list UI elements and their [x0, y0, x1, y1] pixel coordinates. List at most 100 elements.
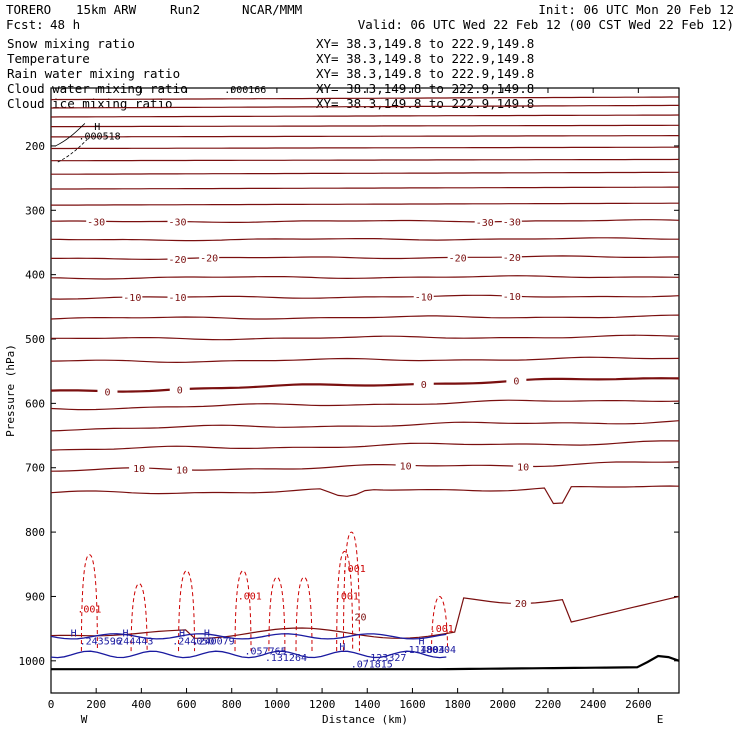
x-tick-label: 600 — [177, 698, 197, 711]
isotherm-label: -10 — [503, 292, 521, 303]
isotherm-label: -20 — [503, 253, 521, 264]
x-tick-label: 2200 — [535, 698, 562, 711]
isotherm-label: -30 — [168, 218, 186, 229]
rain-contour — [268, 576, 286, 652]
rain-contour — [342, 531, 360, 652]
isotherm-label-bg — [199, 251, 220, 263]
isotherm-label: -20 — [168, 255, 186, 266]
isotherm-label-bg — [167, 252, 188, 264]
isotherm-label: 10 — [400, 461, 412, 472]
isotherm-label: 20 — [515, 599, 527, 610]
isotherm-line — [50, 399, 680, 411]
isotherm-line — [51, 202, 679, 206]
y-tick-label: 200 — [25, 140, 45, 153]
y-tick-label: 400 — [25, 269, 45, 282]
isotherm-line — [50, 219, 680, 223]
header-model: TORERO — [6, 2, 51, 17]
isotherm-label-bg — [501, 215, 522, 227]
isotherm-label-bg — [350, 610, 371, 622]
isotherm-label: 20 — [354, 612, 366, 623]
rain-label: .001 — [335, 592, 359, 603]
x-tick-label: 1200 — [309, 698, 336, 711]
high-marker: H — [204, 628, 210, 639]
rain-label: .001 — [342, 564, 366, 575]
isotherm-line — [50, 595, 680, 639]
x-tick-label: 1600 — [399, 698, 426, 711]
isotherm-label: -10 — [168, 293, 186, 304]
x-tick-label: 800 — [222, 698, 242, 711]
rain-contour — [178, 570, 196, 652]
cloud-water-label: .244050 — [172, 637, 214, 648]
field-xy-2: XY= 38.3,149.8 to 222.9,149.8 — [316, 66, 534, 81]
isotherm-label-bg — [474, 215, 495, 227]
rain-contour — [295, 576, 313, 652]
x-end-label-west: W — [81, 713, 88, 726]
field-name-1: Temperature — [7, 51, 90, 66]
rain-label: .001 — [430, 624, 454, 635]
x-tick-label: 2000 — [490, 698, 517, 711]
header-resolution: 15km ARW — [76, 2, 137, 17]
field-xy-0: XY= 38.3,149.8 to 222.9,149.8 — [316, 36, 534, 51]
cloud-ice-max-label: .000518 — [78, 131, 120, 142]
isotherm-line — [51, 171, 679, 175]
isotherm-line — [50, 96, 679, 101]
high-marker: H — [418, 637, 424, 648]
isotherm-label: -30 — [476, 218, 494, 229]
header-org: NCAR/MMM — [242, 2, 302, 17]
isotherm-line — [50, 314, 680, 320]
high-marker: H — [71, 628, 77, 639]
rain-label: .001 — [77, 605, 101, 616]
isotherm-line — [50, 114, 680, 118]
x-tick-label: 200 — [86, 698, 106, 711]
isotherm-line — [51, 186, 679, 190]
isotherm-label: -20 — [200, 254, 218, 265]
isotherm-line — [51, 158, 680, 162]
isotherm-line — [50, 356, 680, 364]
y-tick-label: 900 — [25, 590, 45, 603]
high-marker: H — [123, 628, 129, 639]
y-tick-label: 800 — [25, 526, 45, 539]
cloud-water-label: .114804 — [403, 645, 445, 656]
field-xy-1: XY= 38.3,149.8 to 222.9,149.8 — [316, 51, 534, 66]
isotherm-line — [50, 275, 680, 280]
isotherm-label-bg — [501, 251, 522, 263]
isotherm-label-bg — [167, 291, 188, 303]
cloud-water-label: .057765 — [245, 646, 287, 657]
y-tick-label: 600 — [25, 397, 45, 410]
high-marker: H — [339, 642, 345, 653]
x-end-label-east: E — [657, 713, 664, 726]
field-name-2: Rain water mixing ratio — [7, 66, 180, 81]
isotherm-line — [50, 420, 680, 432]
rain-contour — [80, 554, 98, 652]
isotherm-line — [50, 294, 680, 300]
isotherm-label: -10 — [415, 293, 433, 304]
cloud-ice-high-marker: H — [94, 122, 100, 133]
y-axis-label: Pressure (hPa) — [4, 344, 17, 437]
isotherm-label: -30 — [503, 217, 521, 228]
isotherm-label-bg — [395, 459, 416, 471]
isotherm-label: 10 — [176, 466, 188, 477]
x-tick-label: 400 — [131, 698, 151, 711]
rain-contour — [431, 595, 449, 652]
isotherm-line — [51, 135, 679, 138]
rain-contour — [336, 550, 354, 652]
header-fcst-value: 48 h — [50, 17, 80, 32]
y-tick-label: 500 — [25, 333, 45, 346]
isotherm-label: 10 — [517, 462, 529, 473]
x-tick-label: 1000 — [264, 698, 291, 711]
cloud-ice-contour — [57, 139, 88, 163]
header-valid: Valid: 06 UTC Wed 22 Feb 12 (00 CST Wed … — [358, 17, 734, 32]
cloud-water-contour — [50, 633, 447, 640]
cloud-water-label: .243596 — [80, 637, 122, 648]
isotherm-label-bg — [513, 460, 534, 472]
isotherm-line — [50, 461, 680, 472]
header-fcst-label: Fcst: — [6, 17, 44, 32]
cloud-water-label: .180304 — [414, 645, 456, 656]
x-tick-label: 1800 — [444, 698, 471, 711]
x-tick-label: 1400 — [354, 698, 381, 711]
isotherm-label-bg — [413, 290, 434, 302]
isotherm-label-bg — [172, 463, 193, 475]
cloud-ice-label: .000166 — [224, 85, 266, 96]
isotherm-label-bg — [510, 596, 531, 608]
isotherm-label-bg — [447, 251, 468, 263]
